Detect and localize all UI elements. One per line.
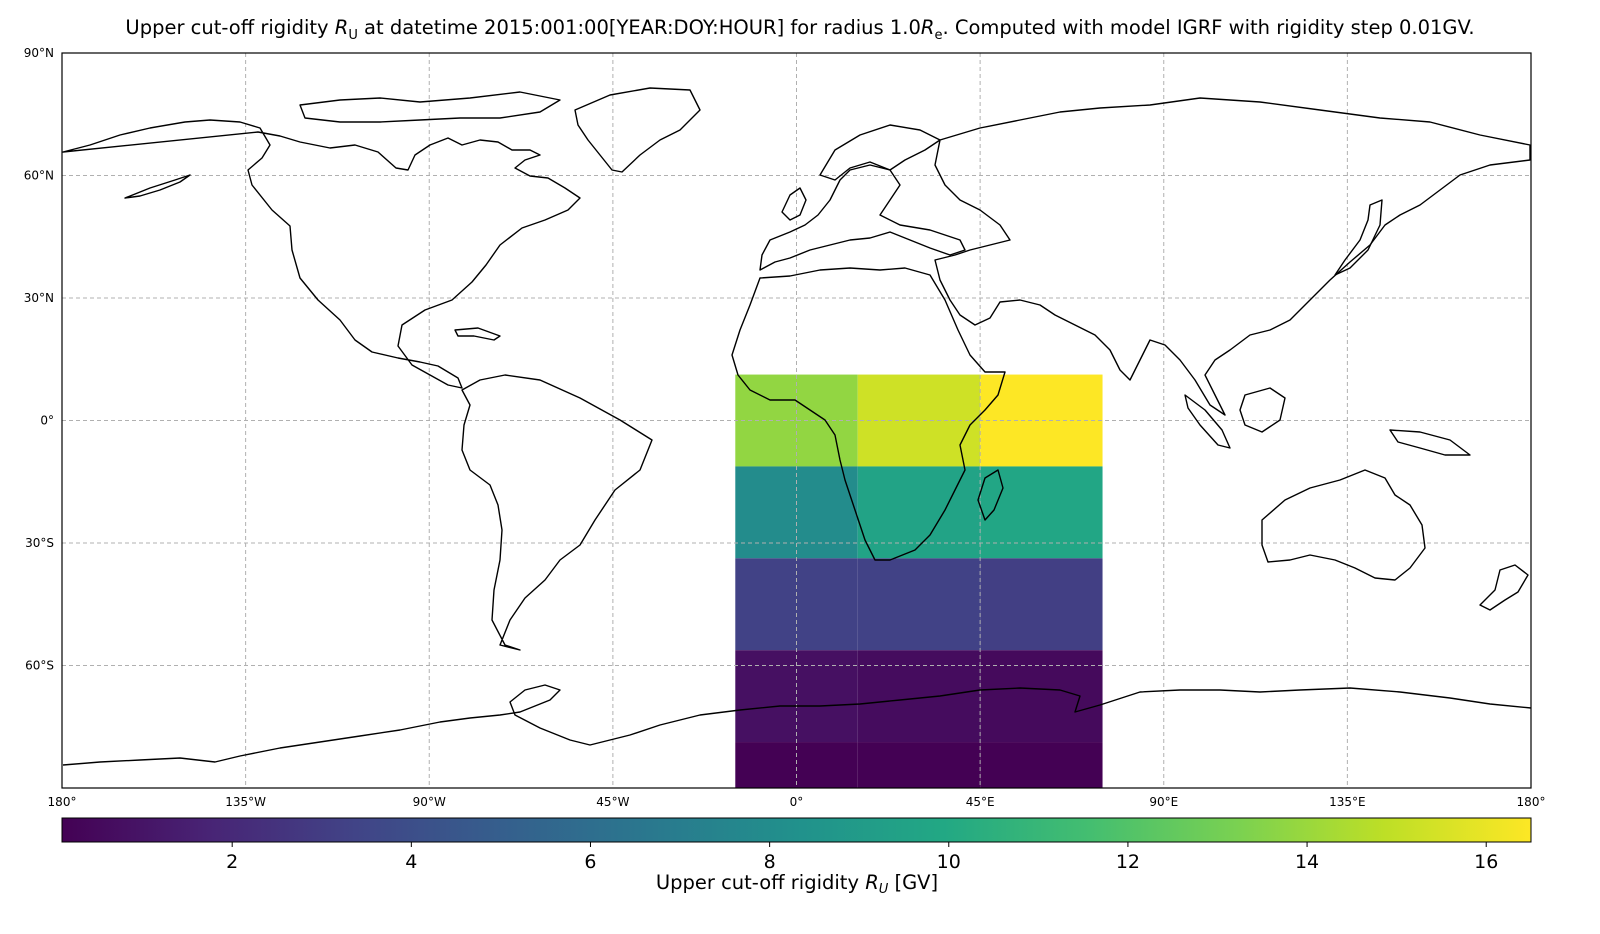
- colorbar-label-symbol-sub: U: [879, 882, 889, 897]
- title-symbol-sub: U: [348, 27, 358, 43]
- colorbar: [61, 817, 1532, 843]
- title-prefix: Upper cut-off rigidity: [125, 16, 335, 39]
- cell-r2-c2: [980, 558, 1103, 651]
- colorbar-label: Upper cut-off rigidity RU [GV]: [656, 871, 938, 897]
- coast-antarctica: [62, 684, 1532, 766]
- title-symbol-2-sub: e: [934, 27, 943, 43]
- coastlines: [62, 87, 1532, 766]
- colorbar-label-suffix: [GV]: [888, 871, 938, 894]
- coast-japan: [1334, 199, 1383, 276]
- title-symbol: R: [334, 16, 349, 39]
- colorbar-tick-label: 10: [937, 851, 961, 873]
- x-tick-label: 135°W: [225, 795, 266, 809]
- colorbar-label-symbol: R: [865, 871, 879, 894]
- cell-r4-c2: [980, 742, 1103, 788]
- colorbar-ticks: 2 4 6 8 10 12 14 16: [226, 842, 1498, 873]
- coast-asia: [934, 97, 1531, 416]
- y-tick-label: 0°: [40, 414, 54, 428]
- coast-borneo: [1239, 387, 1286, 433]
- y-tick-label: 60°N: [24, 169, 54, 183]
- coast-australia: [1261, 469, 1426, 581]
- cell-r3-c2: [980, 650, 1103, 743]
- x-tick-label: 180°: [48, 795, 77, 809]
- coast-britain: [781, 187, 807, 221]
- coast-scandinavia: [819, 124, 941, 181]
- x-tick-label: 45°W: [596, 795, 629, 809]
- x-tick-label: 90°E: [1149, 795, 1178, 809]
- cell-r1-c1: [857, 466, 981, 559]
- x-tick-label: 0°: [790, 795, 804, 809]
- title-suffix: . Computed with model IGRF with rigidity…: [942, 16, 1475, 39]
- x-tick-labels: 180° 135°W 90°W 45°W 0° 45°E 90°E 135°E 180°: [48, 795, 1546, 809]
- chart-title: Upper cut-off rigidity RU at datetime 20…: [0, 16, 1600, 43]
- x-tick-label: 45°E: [966, 795, 995, 809]
- cell-r4-c1: [857, 742, 981, 788]
- colorbar-tick-label: 12: [1116, 851, 1140, 873]
- cell-r2-c1: [857, 558, 981, 651]
- title-mid: at datetime 2015:001:00[YEAR:DOY:HOUR] f…: [357, 16, 921, 39]
- y-tick-label: 60°S: [25, 659, 54, 673]
- rigidity-cells: [735, 374, 1103, 788]
- colorbar-tick-label: 4: [405, 851, 417, 873]
- coast-madagascar: [977, 469, 1004, 521]
- colorbar-tick-label: 6: [584, 851, 596, 873]
- coast-sumatra: [1184, 394, 1231, 449]
- colorbar-tick-label: 16: [1474, 851, 1498, 873]
- x-tick-label: 135°E: [1329, 795, 1366, 809]
- title-symbol-2: R: [920, 16, 935, 39]
- coast-africa: [731, 267, 1006, 561]
- coast-greenland: [574, 87, 701, 173]
- x-tick-label: 180°: [1517, 795, 1546, 809]
- coast-arctic-islands: [299, 91, 561, 123]
- y-tick-label: 30°S: [25, 536, 54, 550]
- y-tick-label: 30°N: [24, 291, 54, 305]
- coast-cuba: [454, 327, 501, 341]
- coast-alaska-tip: [124, 174, 191, 199]
- coast-north-america: [62, 119, 581, 389]
- colorbar-tick-label: 8: [764, 851, 776, 873]
- cell-r1-c2: [980, 466, 1103, 559]
- map-frame: [61, 52, 1532, 789]
- coast-new-guinea: [1389, 429, 1471, 456]
- coast-south-america: [461, 374, 653, 651]
- y-tick-labels: 90°N 60°N 30°N 0° 30°S 60°S: [24, 46, 54, 673]
- y-tick-label: 90°N: [24, 46, 54, 60]
- colorbar-label-prefix: Upper cut-off rigidity: [656, 871, 865, 894]
- colorbar-tick-label: 14: [1295, 851, 1319, 873]
- coast-europe: [759, 164, 966, 271]
- coast-new-zealand: [1479, 564, 1529, 611]
- colorbar-tick-label: 2: [226, 851, 238, 873]
- x-tick-label: 90°W: [413, 795, 446, 809]
- gridlines: [62, 53, 1531, 788]
- cell-r3-c1: [857, 650, 981, 743]
